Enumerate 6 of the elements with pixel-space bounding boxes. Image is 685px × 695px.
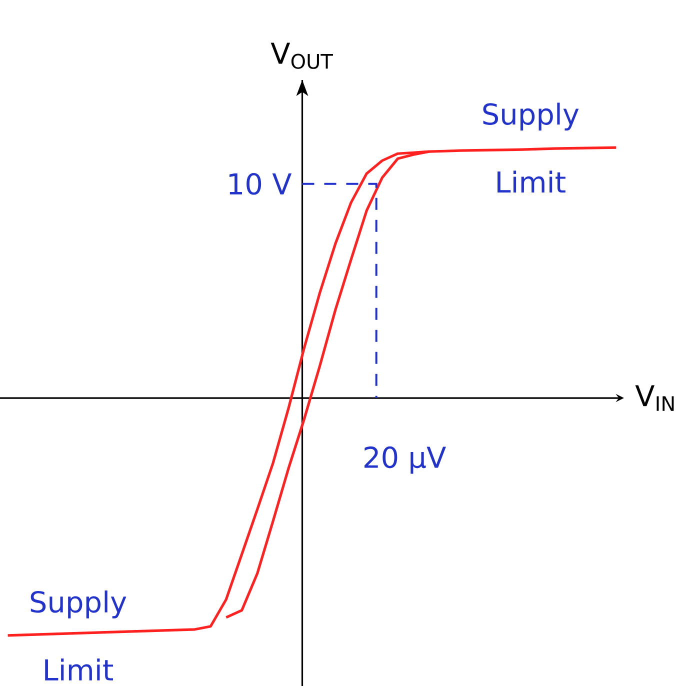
annotation: 10 V: [230, 173, 292, 195]
annotation: 20 μV: [364, 446, 446, 474]
text: Supply Limit: [30, 590, 126, 680]
text: Supply Limit: [483, 102, 579, 193]
x-axis-title: V$_{IN}$: [635, 385, 674, 411]
y-axis-title: V$_{OUT}$: [270, 42, 333, 69]
